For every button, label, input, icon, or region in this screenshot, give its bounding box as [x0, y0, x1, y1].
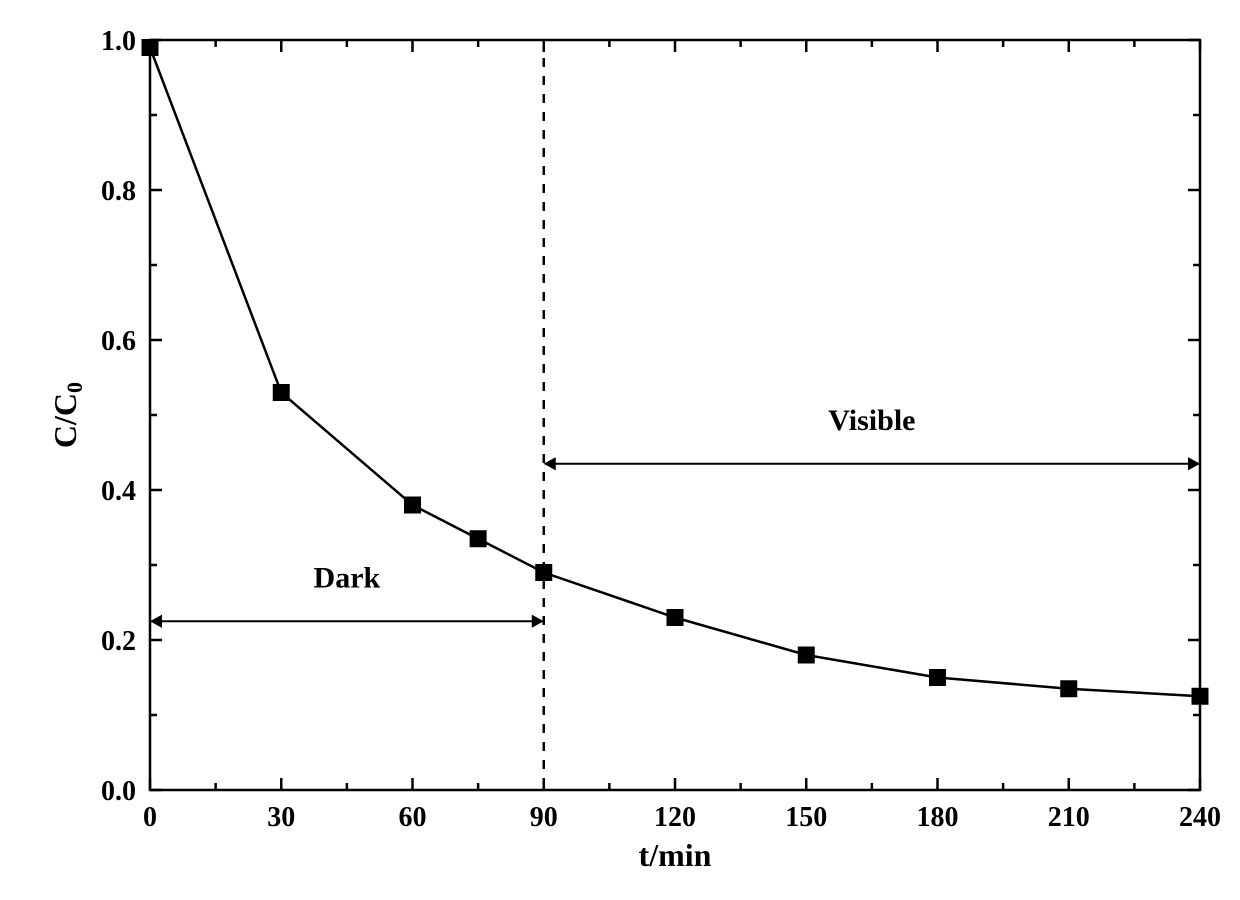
x-axis-label: t/min	[639, 837, 712, 873]
x-tick-label: 150	[785, 802, 827, 833]
chart-background	[0, 0, 1240, 900]
data-marker	[273, 385, 289, 401]
y-tick-label: 0.4	[101, 476, 136, 507]
x-tick-label: 60	[399, 802, 427, 833]
data-marker	[142, 40, 158, 56]
x-tick-label: 90	[530, 802, 558, 833]
x-tick-label: 210	[1048, 802, 1090, 833]
y-tick-label: 0.0	[101, 776, 136, 807]
chart-container: 0 30 60 90 120 150 180 210 240 0.0 0.2 0.4 0.6 0.8 1.0…	[0, 0, 1240, 900]
region-visible-label: Visible	[828, 404, 915, 437]
x-tick-label: 0	[143, 802, 157, 833]
y-tick-label: 0.2	[101, 626, 136, 657]
data-marker	[536, 565, 552, 581]
y-tick-label: 1.0	[101, 26, 136, 57]
data-marker	[798, 647, 814, 663]
x-tick-label: 120	[654, 802, 696, 833]
x-tick-label: 180	[917, 802, 959, 833]
data-marker	[1192, 688, 1208, 704]
data-marker	[1061, 681, 1077, 697]
data-marker	[930, 670, 946, 686]
y-tick-label: 0.6	[101, 326, 136, 357]
x-tick-label: 30	[267, 802, 295, 833]
region-dark-label: Dark	[314, 562, 381, 595]
x-tick-label: 240	[1179, 802, 1221, 833]
y-tick-label: 0.8	[101, 176, 136, 207]
data-marker	[667, 610, 683, 626]
data-marker	[405, 497, 421, 513]
data-marker	[470, 531, 486, 547]
